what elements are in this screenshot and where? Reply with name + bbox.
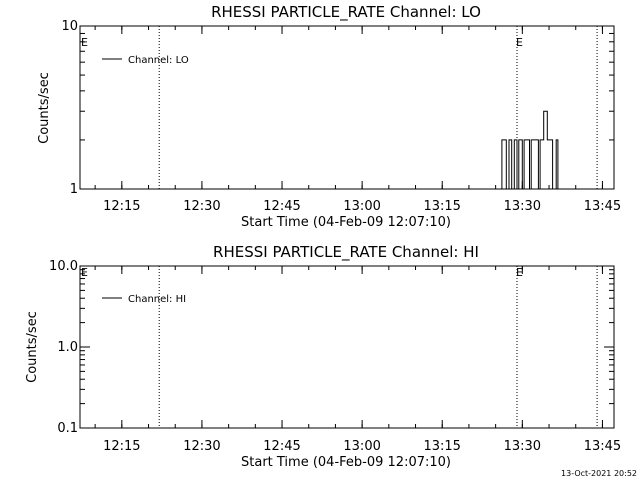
- legend-label: Channel: LO: [128, 55, 189, 66]
- x-tick-label: 12:45: [263, 199, 300, 214]
- x-tick-label: 13:30: [504, 199, 541, 214]
- legend-label: Channel: HI: [128, 294, 186, 305]
- chart-title: RHESSI PARTICLE_RATE Channel: HI: [213, 243, 479, 262]
- x-tick-label: 13:45: [584, 199, 621, 214]
- tick-group: 12:15 12:30 12:45 13:00 13:15 13:30 13:45 1 10: [61, 19, 621, 214]
- x-tick-label: 12:30: [183, 439, 220, 454]
- panel-lo-channel: RHESSI PARTICLE_RATE Channel: LO Start T…: [37, 3, 621, 230]
- series-line: [501, 110, 562, 190]
- x-tick-label: 13:00: [343, 439, 380, 454]
- event-marker-label: E: [516, 266, 523, 279]
- x-tick-label: 12:30: [183, 199, 220, 214]
- x-tick-label: 12:15: [103, 199, 140, 214]
- x-tick-label: 13:45: [584, 439, 621, 454]
- chart-title: RHESSI PARTICLE_RATE Channel: LO: [211, 3, 481, 22]
- x-tick-label: 13:00: [343, 199, 380, 214]
- y-tick-label: 10: [61, 19, 78, 34]
- footer-timestamp: 13-Oct-2021 20:52: [561, 469, 637, 478]
- legend: Channel: HI: [102, 294, 186, 305]
- x-tick-label: 13:15: [423, 439, 460, 454]
- y-axis-label: Counts/sec: [37, 72, 52, 144]
- y-tick-label: 0.1: [57, 421, 78, 436]
- x-axis-label: Start Time (04-Feb-09 12:07:10): [241, 215, 451, 230]
- x-tick-label: 13:15: [423, 199, 460, 214]
- plot-frame: [79, 25, 615, 190]
- legend: Channel: LO: [102, 55, 189, 66]
- plot-frame: [79, 265, 615, 429]
- panel-hi-channel: RHESSI PARTICLE_RATE Channel: HI Start T…: [25, 243, 621, 470]
- event-marker-label: E: [81, 266, 88, 279]
- y-tick-label: 10.0: [49, 259, 78, 274]
- event-lines: [158, 266, 598, 428]
- y-tick-label: 1: [70, 182, 78, 197]
- series-group: [501, 110, 562, 190]
- tick-group: 12:15 12:30 12:45 13:00 13:15 13:30 13:45 0.1 1.…: [49, 259, 621, 454]
- event-marker-label: E: [81, 36, 88, 49]
- y-tick-label: 1.0: [57, 340, 78, 355]
- x-tick-label: 12:45: [263, 439, 300, 454]
- x-tick-label: 13:30: [504, 439, 541, 454]
- x-axis-label: Start Time (04-Feb-09 12:07:10): [241, 455, 451, 470]
- x-tick-label: 12:15: [103, 439, 140, 454]
- event-marker-label: E: [516, 36, 523, 49]
- y-axis-label: Counts/sec: [25, 311, 40, 383]
